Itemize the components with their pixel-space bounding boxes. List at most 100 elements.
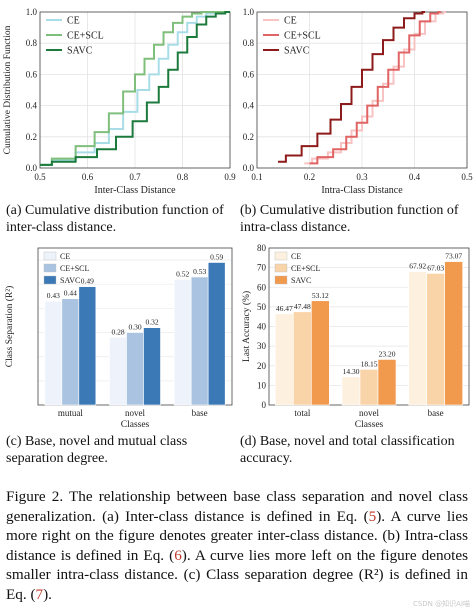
bar <box>190 276 209 406</box>
caption-part-2: ). A curve lies more right on the figure… <box>6 507 468 564</box>
legend-label: CE <box>60 252 70 261</box>
legend-label: SAVC <box>67 46 93 57</box>
y-tick-label: 10 <box>257 380 267 390</box>
plot-frame <box>39 11 231 169</box>
bar <box>426 273 445 406</box>
bar-value-label: 0.28 <box>111 327 124 336</box>
y-tick-label: 0.6 <box>26 69 38 79</box>
series-line <box>309 11 441 165</box>
legend-swatch <box>274 263 288 273</box>
bar <box>293 311 312 406</box>
bar-value-label: 0.52 <box>176 269 189 278</box>
bar-value-label: 23.20 <box>379 349 396 358</box>
figure-caption: Figure 2. The relationship between base … <box>6 487 468 605</box>
bar-value-label: 0.32 <box>145 318 158 327</box>
chart-c: mutual 0.43 0.44 0.49 novel 0.28 0.30 0.32 base 0… <box>4 247 233 430</box>
y-tick-label: 70 <box>257 263 267 273</box>
x-tick-label: 0.8 <box>177 172 189 182</box>
bar <box>275 313 294 406</box>
chart-b-panel: 0.1 0.2 0.3 0.4 0.5 0.0 0.2 0.4 0.6 0.8 1.0 CE CE+SC… <box>237 0 474 195</box>
series-line <box>304 11 446 165</box>
x-tick-label: 0.4 <box>409 172 421 182</box>
x-axis-label: Classes <box>121 420 150 430</box>
y-tick-label: 0.0 <box>243 163 255 173</box>
bar <box>207 262 226 406</box>
bar-value-label: 0.44 <box>64 289 77 298</box>
y-tick-label: 0.8 <box>243 38 255 48</box>
bar-value-label: 0.53 <box>193 267 206 276</box>
x-axis-label: Inter-Class Distance <box>94 185 176 195</box>
y-tick-label: 0.2 <box>26 132 37 142</box>
chart-a-panel: 0.5 0.6 0.7 0.8 0.9 0.0 0.2 0.4 0.6 0.8 1.0 CE CE+SC… <box>0 0 237 195</box>
bar <box>109 337 127 406</box>
legend-label: SAVC <box>284 46 310 57</box>
plot-frame <box>256 11 468 169</box>
caption-part-3: ). A curve lies more left on the figure … <box>6 546 469 603</box>
legend-label: CE+SCL <box>60 264 90 273</box>
x-tick-label: 0.5 <box>34 172 46 182</box>
series-line <box>278 11 425 163</box>
subcaption-b: (b) Cumulative distribution function of … <box>240 203 459 235</box>
subcaption-c: (c) Base, novel and mutual class separat… <box>6 434 188 466</box>
x-axis-label: Classes <box>355 420 384 430</box>
x-tick-label: 0.2 <box>304 172 315 182</box>
y-tick-label: 0.4 <box>243 101 255 111</box>
bar <box>444 261 463 406</box>
x-tick-label: 0.1 <box>251 172 262 182</box>
bar-value-label: 0.30 <box>128 323 141 332</box>
y-tick-label: 80 <box>257 243 267 253</box>
y-tick-label: 0.4 <box>26 101 38 111</box>
legend-label: CE+SCL <box>67 31 104 42</box>
bar <box>143 327 161 406</box>
legend-label: CE <box>291 252 301 261</box>
bar-value-label: 14.30 <box>343 367 360 376</box>
y-tick-label: 30 <box>257 341 267 351</box>
equation-link-5[interactable]: 5 <box>368 507 377 525</box>
x-tick-label: base <box>192 408 208 418</box>
caption-part-4: ). <box>43 585 52 603</box>
series-line <box>40 11 230 166</box>
legend-swatch <box>43 275 57 285</box>
bar <box>359 369 379 406</box>
legend-label: SAVC <box>291 276 311 285</box>
x-tick-label: 0.5 <box>461 172 473 182</box>
x-tick-label: 0.9 <box>224 172 236 182</box>
bar <box>311 300 330 406</box>
chart-a: 0.5 0.6 0.7 0.8 0.9 0.0 0.2 0.4 0.6 0.8 1.0 CE CE+SC… <box>3 7 236 195</box>
bar <box>408 271 427 406</box>
equation-link-6[interactable]: 6 <box>174 546 182 564</box>
x-tick-label: total <box>294 408 310 418</box>
y-tick-label: 0 <box>262 400 267 410</box>
bar <box>173 279 192 406</box>
y-tick-label: 1.0 <box>26 7 38 17</box>
y-tick-label: 0.8 <box>26 38 38 48</box>
bar <box>377 359 397 406</box>
bar <box>61 298 80 406</box>
chart-c-panel: mutual 0.43 0.44 0.49 novel 0.28 0.30 0.32 base 0… <box>0 240 237 430</box>
bar <box>126 332 144 406</box>
equation-link-7[interactable]: 7 <box>35 585 44 603</box>
watermark: CSDN @知识AI喵 <box>412 600 470 608</box>
bar-value-label: 18.15 <box>361 359 378 368</box>
series-line <box>40 11 230 166</box>
x-tick-label: novel <box>359 408 379 418</box>
y-tick-label: 50 <box>257 302 267 312</box>
chart-d-panel: 0 10 20 30 40 50 60 70 80 total 46.47 47.48 53.12 nov… <box>237 240 474 430</box>
subcaption-d: (d) Base, novel and total classification… <box>240 434 455 466</box>
bar-value-label: 73.07 <box>445 252 462 261</box>
y-axis-label: Class Separation (R²) <box>4 286 15 367</box>
legend-label: CE <box>284 16 297 27</box>
chart-b: 0.1 0.2 0.3 0.4 0.5 0.0 0.2 0.4 0.6 0.8 1.0 CE CE+SC… <box>243 7 473 195</box>
bar-value-label: 0.59 <box>210 252 223 261</box>
y-tick-label: 0.6 <box>243 69 255 79</box>
legend-label: CE+SCL <box>284 31 321 42</box>
y-tick-label: 0.2 <box>243 132 254 142</box>
series-line <box>40 11 230 166</box>
x-axis-label: Intra-Class Distance <box>321 185 403 195</box>
legend-swatch <box>43 251 57 261</box>
bar <box>78 286 97 406</box>
y-tick-label: 60 <box>257 282 267 292</box>
bar-value-label: 53.12 <box>312 291 329 300</box>
caption-part-1: Figure 2. The relationship between base … <box>6 488 468 525</box>
legend-swatch <box>274 251 288 261</box>
